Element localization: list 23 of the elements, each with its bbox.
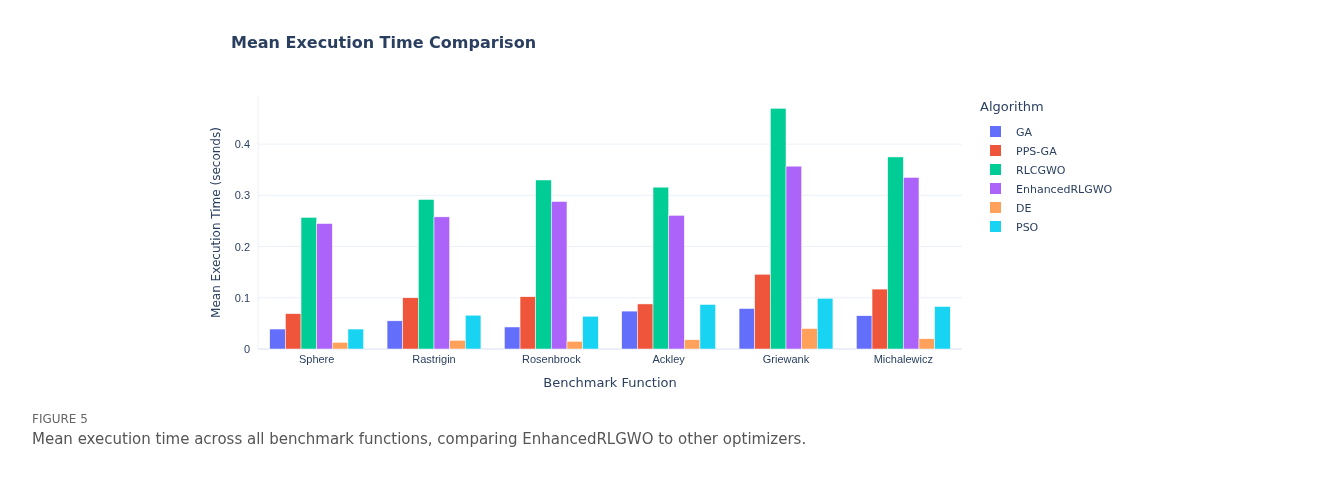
legend-title: Algorithm (980, 99, 1044, 114)
x-tick-label: Ackley (652, 352, 686, 365)
y-tick-label: 0.1 (234, 291, 250, 304)
legend-label: PPS-GA (1016, 145, 1058, 158)
y-axis-title: Mean Execution Time (seconds) (209, 127, 223, 318)
legend-label: PSO (1016, 221, 1039, 234)
chart-title: Mean Execution Time Comparison (231, 33, 537, 52)
caption: FIGURE 5 (32, 412, 88, 426)
text: Mean execution time across all benchmark functions, comparing EnhancedRLGWO to other optimizers. (32, 430, 807, 448)
x-tick-label: Griewank (762, 352, 810, 365)
x-tick-label: Rosenbrock (521, 352, 582, 365)
legend-label: GA (1016, 126, 1033, 139)
x-tick-label: Sphere (298, 352, 335, 365)
legend-label: EnhancedRLGWO (1016, 183, 1113, 196)
x-tick-label: Rastrigin (412, 352, 456, 365)
legend-label: DE (1016, 202, 1032, 215)
y-tick-label: 0.4 (234, 138, 250, 151)
y-tick-label: 0.3 (234, 189, 250, 202)
legend-label: RLCGWO (1016, 164, 1066, 177)
y-tick-label: 0.2 (234, 240, 250, 253)
x-axis-title: Benchmark Function (543, 375, 677, 390)
y-tick-label: 0 (243, 343, 250, 356)
x-tick-label: Michalewicz (873, 352, 933, 365)
